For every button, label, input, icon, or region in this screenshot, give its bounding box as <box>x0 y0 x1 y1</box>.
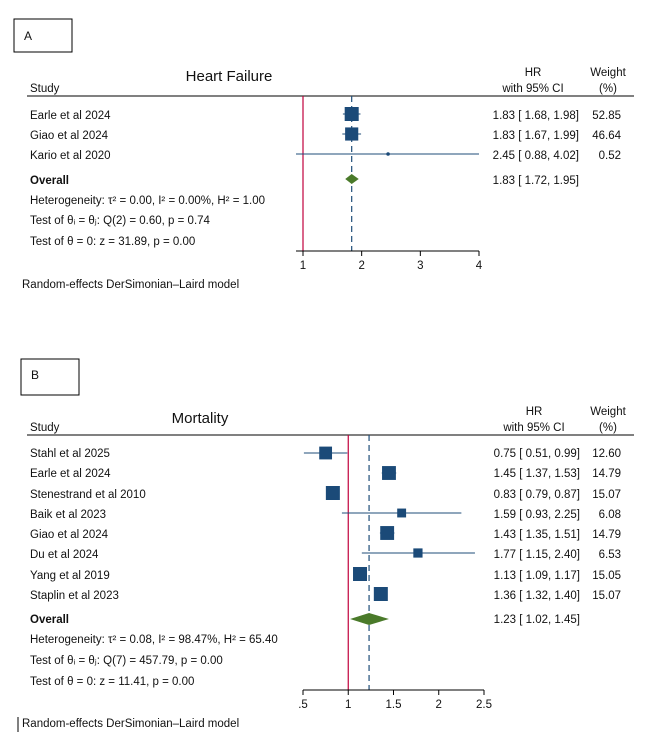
panel-a-x-tick-label: 2 <box>358 260 364 272</box>
panel-a-overall-label: Overall <box>30 175 69 187</box>
panel-a-header-weight-2: (%) <box>599 83 617 95</box>
panel-a-study-ci-2: 1.83 [ 1.67, 1.99] <box>493 130 579 142</box>
panel-a-test-equal: Test of θᵢ = θⱼ: Q(2) = 0.60, p = 0.74 <box>30 215 211 227</box>
panel-b-title: Mortality <box>172 410 229 427</box>
panel-b-heterogeneity: Heterogeneity: τ² = 0.08, I² = 98.47%, H… <box>30 634 278 646</box>
panel-a-overall-diamond <box>345 174 359 184</box>
panel-b-study-ci-4: 1.59 [ 0.93, 2.25] <box>494 509 580 521</box>
panel-b-study-marker <box>319 446 333 460</box>
panel-b-x-tick-label: .5 <box>298 699 308 711</box>
panel-b-study-marker <box>397 508 407 518</box>
panel-b-x-tick-label: 1.5 <box>386 699 402 711</box>
panel-b-header-weight-1: Weight <box>590 406 626 418</box>
panel-b-study-ci-8: 1.36 [ 1.32, 1.40] <box>494 590 580 602</box>
panel-a-x-tick-label: 4 <box>476 260 483 272</box>
panel-b-study-ci-3: 0.83 [ 0.79, 0.87] <box>494 489 580 501</box>
panel-b-overall-diamond <box>350 613 389 625</box>
panel-b-study-weight-5: 14.79 <box>592 529 621 541</box>
panel-b-study-marker <box>353 567 368 581</box>
panel-b-study-weight-2: 14.79 <box>592 468 621 480</box>
panel-a-study-ci-1: 1.83 [ 1.68, 1.98] <box>493 110 579 122</box>
panel-a-study-name-3: Kario et al 2020 <box>30 150 111 162</box>
panel-b-study-weight-6: 6.53 <box>599 549 621 561</box>
panel-b-x-tick-label: 1 <box>345 699 351 711</box>
panel-b-study-name-4: Baik et al 2023 <box>30 509 106 521</box>
panel-b-overall-ci: 1.23 [ 1.02, 1.45] <box>494 614 580 626</box>
panel-b-study-marker <box>380 526 395 540</box>
panel-a-header-hr-2: with 95% CI <box>501 83 563 95</box>
panel-b-study-weight-1: 12.60 <box>592 448 621 460</box>
panel-b-study-name-2: Earle et al 2024 <box>30 468 111 480</box>
panel-b-study-name-7: Yang et al 2019 <box>30 570 110 582</box>
panel-a-label: A <box>24 29 32 43</box>
panel-a-heterogeneity: Heterogeneity: τ² = 0.00, I² = 0.00%, H²… <box>30 195 265 207</box>
panel-b-study-ci-7: 1.13 [ 1.09, 1.17] <box>494 570 580 582</box>
panel-b-study-marker <box>373 587 388 601</box>
panel-b-study-ci-5: 1.43 [ 1.35, 1.51] <box>494 529 580 541</box>
panel-a-study-marker <box>344 107 359 121</box>
panel-a-study-marker <box>345 127 359 141</box>
panel-b-x-tick-label: 2.5 <box>476 699 492 711</box>
panel-b-x-tick-label: 2 <box>436 699 442 711</box>
panel-a-x-tick-label: 3 <box>417 260 423 272</box>
panel-b-study-name-6: Du et al 2024 <box>30 549 99 561</box>
panel-a-overall-ci: 1.83 [ 1.72, 1.95] <box>493 175 579 187</box>
panel-a-study-ci-3: 2.45 [ 0.88, 4.02] <box>493 150 579 162</box>
panel-a-header-weight-1: Weight <box>590 67 626 79</box>
panel-b-label-box <box>20 358 80 396</box>
panel-b-study-weight-7: 15.05 <box>592 570 621 582</box>
panel-a-test-zero: Test of θ = 0: z = 31.89, p = 0.00 <box>30 236 195 248</box>
panel-a-plot: 1 2 3 4 <box>296 96 483 272</box>
panel-b-study-marker <box>382 466 396 480</box>
panel-b-header-hr-1: HR <box>526 406 543 418</box>
panel-b-footnote: Random-effects DerSimonian–Laird model <box>22 718 239 730</box>
panel-a-label-box <box>13 18 73 53</box>
panel-a: A Heart Failure Study HR with 95% CI Wei… <box>13 18 634 291</box>
panel-b-plot: .5 1 1.5 2 2.5 <box>298 435 492 711</box>
panel-b-header-hr-2: with 95% CI <box>502 422 564 434</box>
panel-b-label: B <box>31 368 39 382</box>
panel-b-study-name-3: Stenestrand et al 2010 <box>30 489 146 501</box>
panel-a-study-name-2: Giao et al 2024 <box>30 130 109 142</box>
panel-b-study-marker <box>413 548 423 558</box>
panel-b-test-zero: Test of θ = 0: z = 11.41, p = 0.00 <box>30 676 194 688</box>
panel-a-study-point <box>386 152 390 156</box>
panel-a-header-hr-1: HR <box>525 67 542 79</box>
panel-a-x-tick-label: 1 <box>300 260 306 272</box>
panel-a-title: Heart Failure <box>186 68 273 85</box>
panel-b-study-name-8: Staplin et al 2023 <box>30 590 119 602</box>
panel-a-study-weight-3: 0.52 <box>599 150 621 162</box>
panel-a-study-name-1: Earle et al 2024 <box>30 110 111 122</box>
panel-a-study-weight-2: 46.64 <box>592 130 621 142</box>
panel-b: B Mortality Study HR with 95% CI Weight … <box>17 358 634 732</box>
panel-b-study-ci-6: 1.77 [ 1.15, 2.40] <box>494 549 580 561</box>
panel-a-study-weight-1: 52.85 <box>592 110 621 122</box>
panel-b-header-study: Study <box>30 422 60 434</box>
panel-b-test-equal: Test of θᵢ = θⱼ: Q(7) = 457.79, p = 0.00 <box>30 655 223 667</box>
panel-a-header-study: Study <box>30 83 60 95</box>
panel-b-study-ci-2: 1.45 [ 1.37, 1.53] <box>494 468 580 480</box>
panel-b-header-weight-2: (%) <box>599 422 617 434</box>
panel-b-study-marker <box>325 486 340 500</box>
panel-b-study-name-1: Stahl et al 2025 <box>30 448 110 460</box>
panel-b-study-weight-4: 6.08 <box>599 509 621 521</box>
panel-b-study-weight-8: 15.07 <box>592 590 621 602</box>
panel-b-study-name-5: Giao et al 2024 <box>30 529 109 541</box>
panel-b-study-ci-1: 0.75 [ 0.51, 0.99] <box>494 448 580 460</box>
panel-b-study-weight-3: 15.07 <box>592 489 621 501</box>
panel-a-footnote: Random-effects DerSimonian–Laird model <box>22 279 239 291</box>
panel-b-overall-label: Overall <box>30 614 69 626</box>
